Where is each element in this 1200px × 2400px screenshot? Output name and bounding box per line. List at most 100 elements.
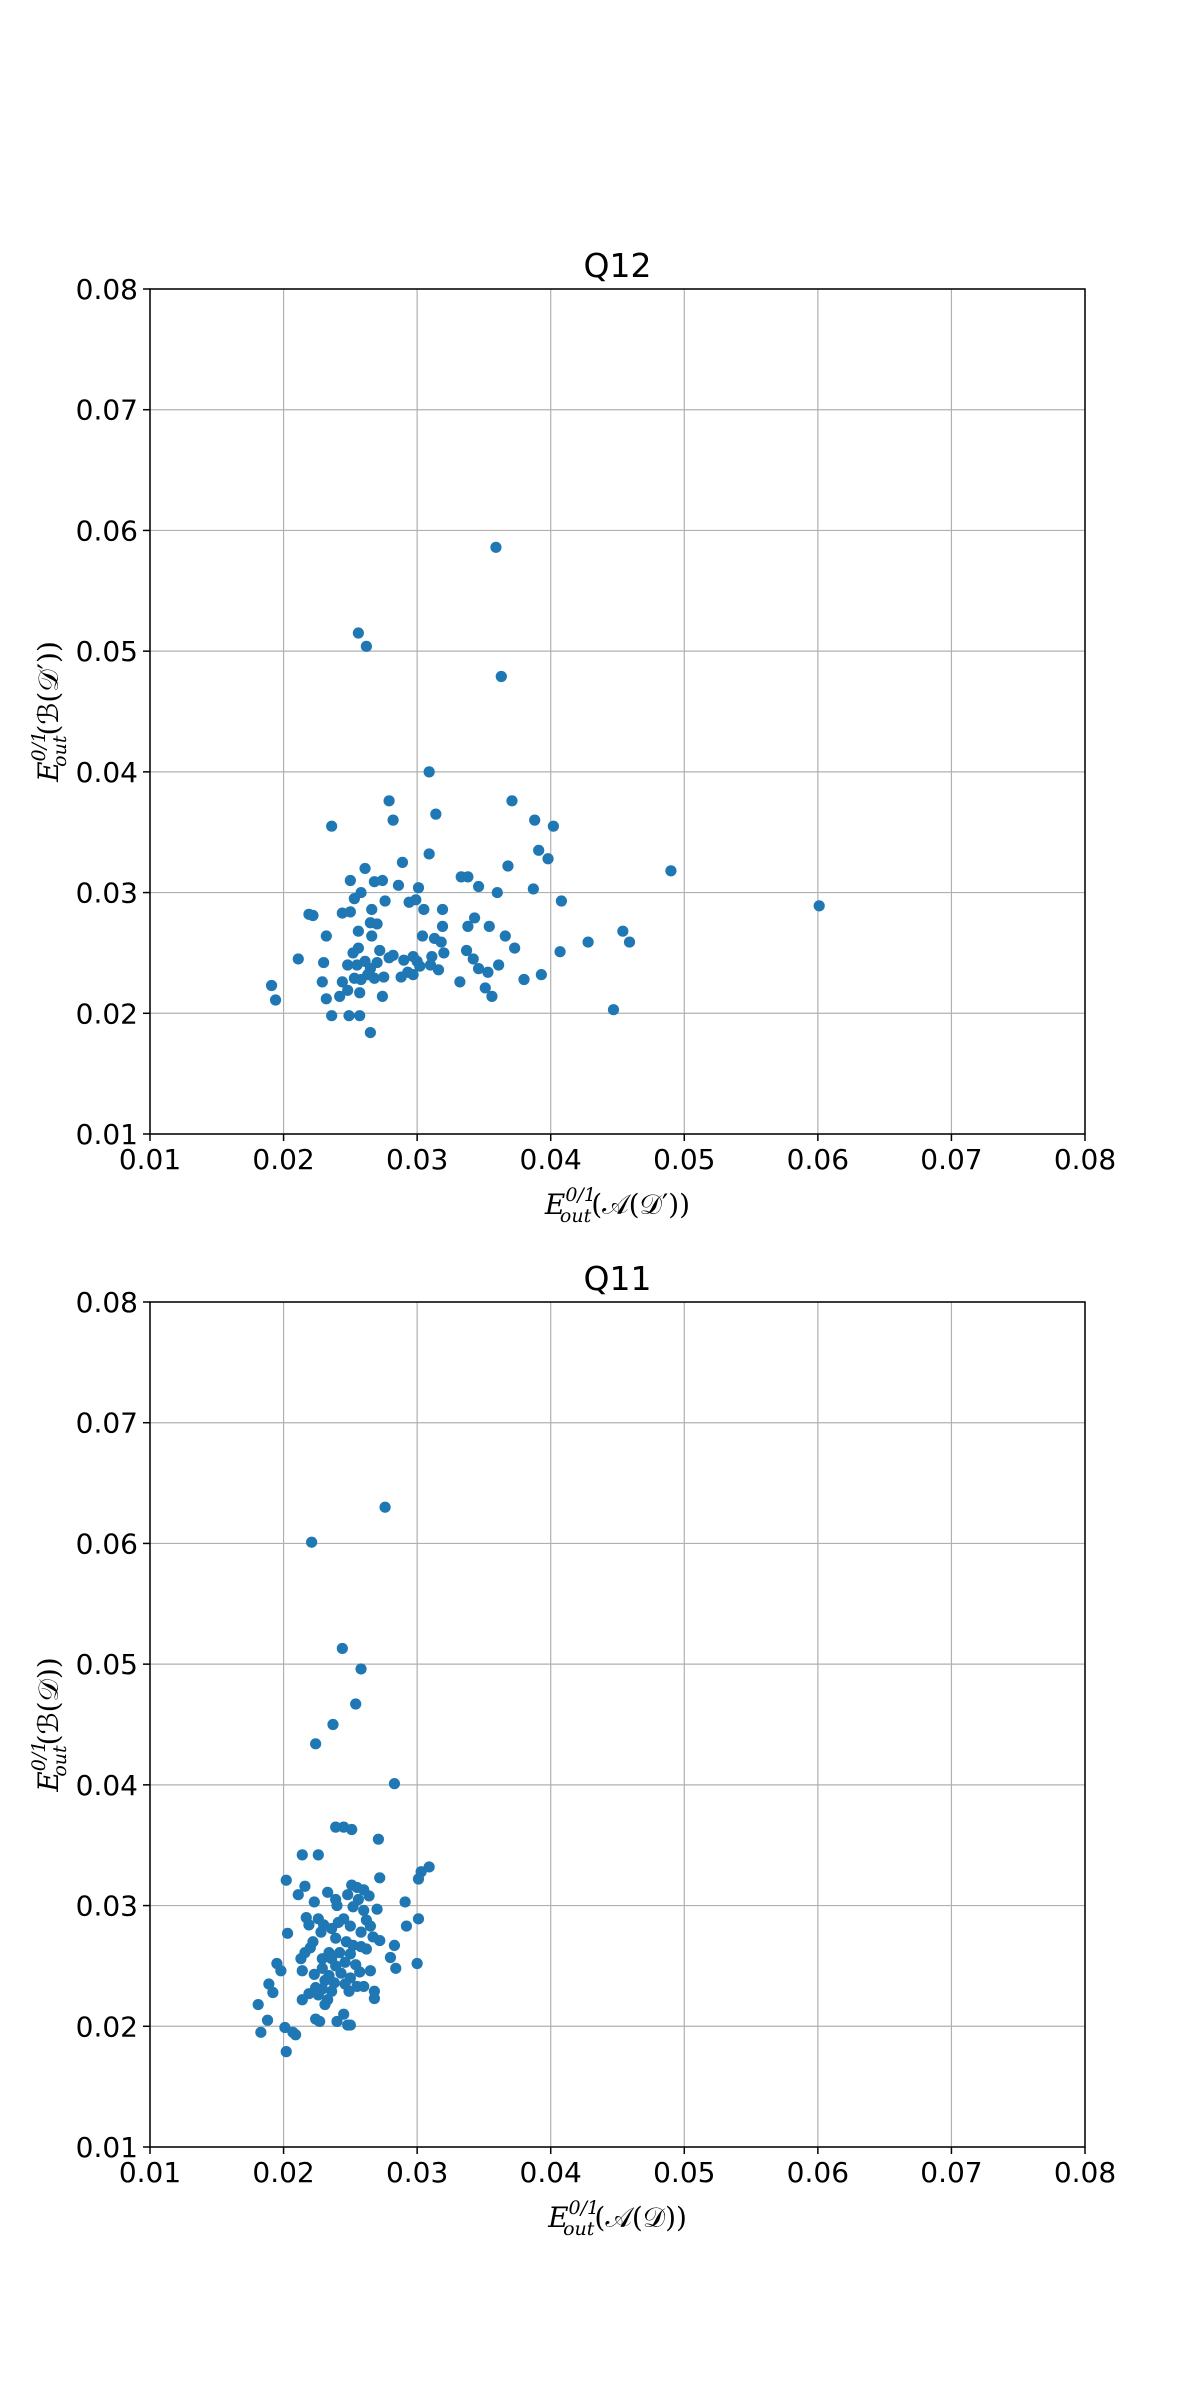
data-point	[327, 1718, 339, 1731]
data-point	[495, 670, 507, 683]
data-point	[509, 942, 521, 954]
data-point	[368, 972, 380, 984]
y-tick-label: 0.08	[76, 273, 138, 306]
data-point	[255, 2026, 267, 2038]
y-tick-label: 0.07	[76, 394, 138, 427]
data-point	[398, 954, 410, 966]
y-tick-label: 0.04	[76, 756, 138, 789]
y-tick-label: 0.04	[76, 1769, 138, 1802]
x-tick-label: 0.07	[920, 2156, 982, 2189]
data-point	[617, 925, 629, 937]
data-point	[363, 1890, 375, 1902]
data-point	[344, 1948, 356, 1960]
data-point	[416, 930, 429, 942]
y-tick-label: 0.01	[76, 1118, 138, 1151]
data-point	[414, 960, 426, 972]
y-axis-label: E0/1out(ℬ(𝒟))	[28, 1657, 71, 1792]
data-point	[289, 2029, 302, 2041]
x-axis-label-subscript: out	[563, 2218, 595, 2240]
data-point	[527, 883, 539, 895]
data-point	[331, 2015, 343, 2028]
data-point	[344, 2019, 356, 2031]
x-axis-label-argument: (𝒜(𝒟))	[594, 2201, 687, 2234]
data-point	[486, 990, 498, 1002]
data-point	[423, 766, 435, 778]
data-point	[320, 993, 332, 1005]
data-point	[358, 1980, 370, 1993]
data-point	[360, 640, 372, 652]
y-axis-label-subscript: out	[49, 735, 71, 767]
data-point	[378, 971, 390, 983]
data-point	[493, 959, 505, 971]
data-point	[269, 994, 282, 1006]
data-point	[296, 1994, 308, 2006]
plot-area	[150, 289, 1085, 1134]
y-axis-label-base: E	[32, 761, 65, 782]
data-point	[412, 1913, 425, 1925]
data-point	[454, 976, 466, 988]
data-point	[430, 808, 442, 820]
data-point	[319, 1998, 331, 2011]
data-point	[355, 973, 367, 986]
data-point	[400, 1920, 413, 1932]
data-point	[472, 880, 485, 893]
data-point	[331, 1899, 343, 1912]
axes-frame	[149, 1301, 1086, 2148]
x-axis-label-subscript: out	[560, 1205, 592, 1227]
data-point	[506, 795, 518, 807]
data-point	[665, 865, 677, 877]
data-point	[252, 1998, 264, 2011]
data-point	[467, 953, 479, 965]
y-axis-label-subscript: out	[49, 1745, 71, 1777]
y-axis-label-base: E	[32, 1771, 65, 1792]
data-point	[315, 1926, 327, 1938]
data-point	[383, 795, 395, 807]
x-tick-label: 0.02	[252, 2156, 314, 2189]
y-axis-label-argument: (ℬ(𝒟))	[32, 1657, 65, 1745]
data-point	[312, 1849, 324, 1861]
data-point	[364, 1027, 376, 1039]
y-tick-label: 0.03	[76, 877, 138, 910]
data-point	[436, 920, 449, 932]
data-point	[410, 894, 422, 906]
data-point	[499, 930, 511, 942]
plot-area	[150, 1302, 1085, 2147]
data-point	[384, 1951, 397, 1964]
data-point	[462, 871, 474, 883]
data-point	[306, 1536, 318, 1548]
data-point	[396, 856, 409, 868]
chart-title: Q11	[584, 1259, 652, 1298]
data-point	[411, 1957, 423, 1970]
data-point	[376, 990, 389, 1002]
data-point	[338, 2008, 350, 2020]
data-point	[336, 976, 348, 988]
data-point	[435, 936, 447, 948]
data-point	[303, 908, 315, 920]
data-point	[468, 912, 481, 924]
data-point	[330, 1821, 342, 1833]
data-point	[296, 1965, 308, 1977]
data-point	[316, 976, 328, 988]
data-point	[374, 1872, 386, 1884]
data-point	[303, 1919, 315, 1931]
data-point	[352, 925, 364, 937]
data-point	[316, 1953, 328, 1965]
data-point	[326, 1010, 338, 1022]
data-point	[320, 930, 332, 942]
chart-q12: 0.01 0.02 0.03 0.04 0.05 0.06 0.07 0.08 0.01 0.02…	[28, 246, 1116, 1227]
axes-frame	[149, 288, 1086, 1135]
data-point	[482, 966, 494, 978]
data-point	[547, 820, 559, 832]
data-point	[292, 953, 304, 965]
y-tick-label: 0.08	[76, 1286, 138, 1319]
data-point	[351, 959, 363, 971]
data-point	[263, 1978, 275, 1990]
x-axis-label-superscript: 0/1	[569, 2197, 600, 2219]
data-point	[322, 1886, 334, 1898]
y-tick-label: 0.06	[76, 514, 138, 547]
data-point	[342, 959, 354, 971]
data-point	[344, 1920, 356, 1932]
x-tick-label: 0.05	[653, 1143, 715, 1176]
data-point	[334, 990, 346, 1002]
data-point	[623, 936, 636, 948]
